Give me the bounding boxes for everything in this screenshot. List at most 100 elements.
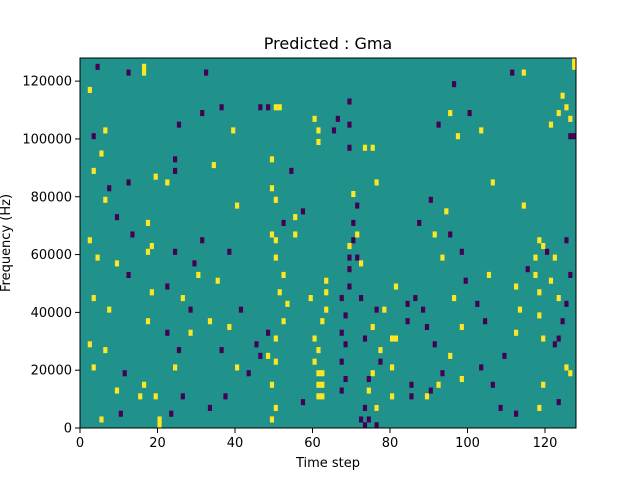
heatmap-cell [277,289,282,296]
heatmap-cell [475,300,480,307]
heatmap-cell [331,127,337,134]
heatmap-cell [347,254,352,261]
heatmap-cell [266,104,271,111]
heatmap-cell [207,318,213,325]
heatmap-cell [281,318,286,325]
heatmap-cell [362,404,368,411]
heatmap-cell [347,283,352,290]
heatmap-cell [502,352,507,359]
heatmap-cell [126,69,131,76]
heatmap-cell [370,323,375,331]
heatmap-cell [215,277,220,284]
heatmap-cell [269,231,275,238]
heatmap-cell [413,295,418,302]
heatmap-cell [374,422,379,429]
heatmap-cell [393,335,399,342]
heatmap-cell [409,393,414,400]
heatmap-cell [273,104,278,111]
heatmap-cell [548,277,554,284]
heatmap-cell [273,404,278,411]
heatmap-cell [145,219,151,226]
heatmap-cell [173,167,178,174]
heatmap-cell [440,370,445,377]
heatmap-cell [207,404,213,411]
heatmap-cell [366,387,371,394]
heatmap-cell [235,364,240,371]
heatmap-cell [316,347,321,354]
heatmap-cell [355,231,360,238]
heatmap-cell [366,416,371,423]
heatmap-cell [351,190,356,198]
heatmap-cell [343,341,348,348]
heatmap-cell [459,375,464,383]
heatmap-cell [343,375,348,383]
heatmap-cell [362,422,368,429]
heatmap-cell [153,173,158,180]
heatmap-cell [444,208,449,215]
heatmap-cell [114,387,120,394]
heatmap-cell [436,381,441,388]
x-tick-label: 0 [76,436,84,451]
heatmap-cell [432,341,437,348]
heatmap-cell [359,416,364,423]
heatmap-cell [269,185,275,192]
heatmap-cell [483,318,488,325]
x-tick-label: 80 [382,436,399,451]
y-tick-label: 60000 [31,248,72,263]
heatmap-cell [285,300,290,307]
heatmap-cell [448,231,453,238]
heatmap-cell [355,202,360,209]
heatmap-cell [564,300,569,307]
heatmap-cell [153,393,158,400]
x-tick-label: 100 [455,436,480,451]
heatmap-cell [568,370,573,377]
heatmap-cell [537,312,542,319]
heatmap-cell [91,133,96,140]
x-tick-label: 20 [149,436,166,451]
heatmap-cell [273,358,278,365]
heatmap-cell [145,318,151,325]
heatmap-cell [564,364,569,371]
heatmap-cell [103,196,108,203]
heatmap-cell [521,202,526,209]
heatmap-cell [359,260,364,267]
x-axis-ticks: 0 20 40 60 80 100 120 [76,428,557,451]
heatmap-cell [142,69,147,76]
heatmap-cell [374,306,379,313]
heatmap-cell [95,254,100,261]
heatmap-cell [428,196,433,203]
heatmap-cell [180,295,185,302]
heatmap-cell [440,254,445,261]
heatmap-cell [339,295,344,302]
y-axis-label: Frequency (Hz) [0,194,14,292]
heatmap-cell [87,237,92,244]
heatmap-cell [568,115,573,122]
heatmap-cell [281,219,286,226]
y-tick-label: 100000 [22,132,72,147]
heatmap-cell [525,266,530,273]
heatmap-cell [289,167,294,174]
heatmap-cell [312,115,317,122]
heatmap-cell [424,323,430,331]
heatmap-cell [479,127,484,134]
heatmap-cell [266,352,271,359]
heatmap-cell [91,167,96,174]
x-axis-label: Time step [295,456,360,471]
heatmap-cell [424,393,430,400]
heatmap-cell [231,127,236,134]
heatmap-cell [541,381,546,388]
heatmap-cell [316,381,321,388]
heatmap-cell [479,364,484,371]
heatmap-cell [545,248,550,255]
heatmap-cell [378,358,383,365]
heatmap-cell [572,63,577,70]
heatmap-cell [370,370,375,377]
heatmap-cell [87,86,92,93]
heatmap-cell [537,404,542,411]
heatmap-cell [448,110,453,117]
heatmap-cell [173,364,178,371]
chart-title: Predicted : Gma [264,34,392,53]
heatmap-cell [145,248,151,255]
x-tick-label: 60 [304,436,321,451]
heatmap-cell [219,347,224,354]
